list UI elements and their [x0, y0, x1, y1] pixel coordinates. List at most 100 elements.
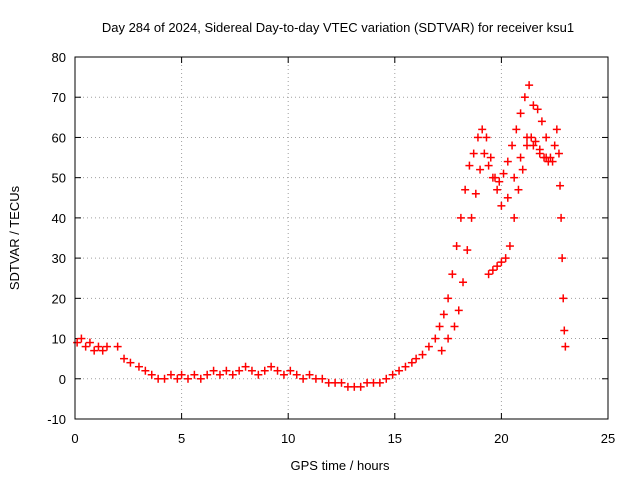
data-point: [382, 374, 391, 383]
data-point: [305, 370, 314, 379]
data-point: [544, 157, 553, 166]
data-point: [412, 354, 421, 363]
data-point: [525, 81, 534, 90]
chart-title: Day 284 of 2024, Sidereal Day-to-day VTE…: [102, 20, 574, 35]
y-tick-label: 50: [52, 171, 66, 186]
data-point: [134, 362, 143, 371]
grid-layer: [75, 57, 608, 419]
data-point: [395, 366, 404, 375]
x-tick-label: 0: [71, 431, 78, 446]
data-point: [561, 342, 570, 351]
data-point: [209, 366, 218, 375]
y-tick-label: 0: [59, 372, 66, 387]
data-point: [160, 374, 169, 383]
data-point: [222, 366, 231, 375]
y-tick-label: 40: [52, 211, 66, 226]
data-point: [375, 378, 384, 387]
y-tick-label: 80: [52, 50, 66, 65]
data-point: [435, 322, 444, 331]
data-point: [456, 213, 465, 222]
data-point: [527, 133, 536, 142]
data-point: [503, 193, 512, 202]
data-point: [267, 362, 276, 371]
data-point: [247, 366, 256, 375]
data-point: [203, 370, 212, 379]
y-tick-label: -10: [47, 412, 66, 427]
data-point: [484, 270, 493, 279]
data-point: [126, 358, 135, 367]
data-point: [113, 342, 122, 351]
data-point: [166, 370, 175, 379]
data-point: [516, 153, 525, 162]
data-point: [529, 101, 538, 110]
data-point: [388, 370, 397, 379]
data-point: [356, 382, 365, 391]
data-point: [465, 161, 474, 170]
y-tick-label: 30: [52, 251, 66, 266]
data-point: [542, 133, 551, 142]
x-tick-label: 5: [178, 431, 185, 446]
data-point: [94, 342, 103, 351]
data-point: [98, 346, 107, 355]
data-point: [554, 149, 563, 158]
data-point: [499, 169, 508, 178]
data-point: [512, 125, 521, 134]
data-point: [177, 370, 186, 379]
data-point: [558, 254, 567, 263]
data-point: [215, 370, 224, 379]
data-point: [452, 242, 461, 251]
data-point: [444, 294, 453, 303]
data-point: [337, 378, 346, 387]
data-points-layer: [73, 81, 570, 391]
x-tick-label: 20: [494, 431, 508, 446]
data-point: [476, 165, 485, 174]
data-point: [559, 294, 568, 303]
data-point: [556, 181, 565, 190]
data-point: [228, 370, 237, 379]
data-point: [531, 137, 540, 146]
y-tick-label: 60: [52, 130, 66, 145]
data-point: [461, 185, 470, 194]
data-point: [241, 362, 250, 371]
data-point: [424, 342, 433, 351]
data-point: [480, 149, 489, 158]
data-point: [437, 346, 446, 355]
data-point: [407, 358, 416, 367]
x-axis-label: GPS time / hours: [291, 458, 390, 473]
data-point: [73, 338, 82, 347]
data-point: [522, 141, 531, 150]
data-point: [484, 161, 493, 170]
data-point: [279, 370, 288, 379]
data-point: [478, 125, 487, 134]
data-point: [552, 125, 561, 134]
data-point: [520, 93, 529, 102]
data-point: [141, 366, 150, 375]
data-point: [514, 185, 523, 194]
data-point: [516, 109, 525, 118]
data-point: [183, 374, 192, 383]
data-point: [401, 362, 410, 371]
x-tick-label: 15: [388, 431, 402, 446]
data-point: [450, 322, 459, 331]
data-point: [448, 270, 457, 279]
data-point: [173, 374, 182, 383]
y-tick-label: 70: [52, 90, 66, 105]
data-point: [510, 173, 519, 182]
data-point: [535, 145, 544, 154]
data-point: [254, 370, 263, 379]
data-point: [318, 374, 327, 383]
data-point: [503, 157, 512, 166]
y-tick-label: 10: [52, 332, 66, 347]
data-point: [469, 149, 478, 158]
data-point: [497, 201, 506, 210]
data-point: [488, 266, 497, 275]
data-point: [497, 258, 506, 267]
data-point: [471, 189, 480, 198]
data-point: [299, 374, 308, 383]
data-point: [533, 105, 542, 114]
data-point: [196, 374, 205, 383]
data-point: [505, 242, 514, 251]
axis-layer: 0 5 10 15 20 25 -10 0 10 20 30 40 50 60 70 80: [47, 50, 615, 446]
data-point: [81, 342, 90, 351]
